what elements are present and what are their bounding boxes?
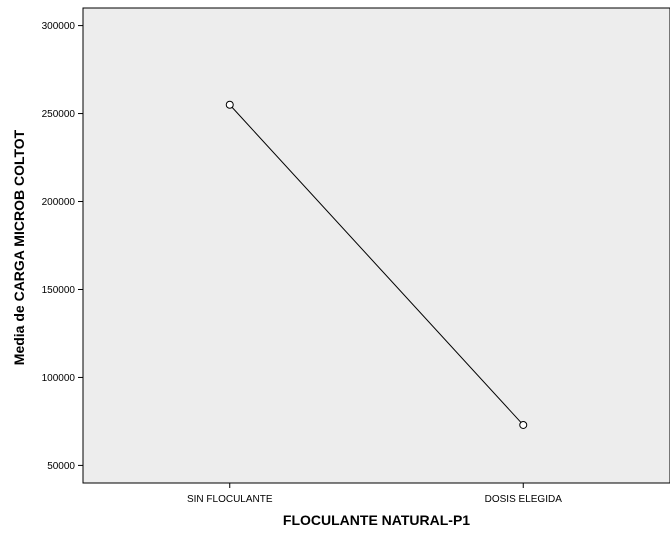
data-point (519, 420, 528, 429)
y-tick-label: 250000 (42, 109, 76, 120)
y-tick-label: 300000 (42, 21, 76, 32)
y-axis: 50000 100000 150000 200000 250000 300000 (42, 21, 83, 472)
series-layer (225, 100, 528, 429)
y-axis-title: Media de CARGA MICROB COLTOT (11, 129, 27, 365)
series-line (229, 104, 524, 426)
x-axis: SIN FLOCULANTE DOSIS ELEGIDA (187, 483, 562, 505)
plot-area (82, 7, 670, 484)
y-tick-label: 100000 (42, 373, 76, 384)
x-tick-label: SIN FLOCULANTE (187, 494, 273, 505)
data-point (225, 100, 234, 109)
y-tick-label: 150000 (42, 285, 76, 296)
y-tick-label: 50000 (47, 461, 75, 472)
y-tick-label: 200000 (42, 197, 76, 208)
x-axis-title: FLOCULANTE NATURAL-P1 (283, 512, 470, 528)
x-tick-label: DOSIS ELEGIDA (485, 494, 563, 505)
